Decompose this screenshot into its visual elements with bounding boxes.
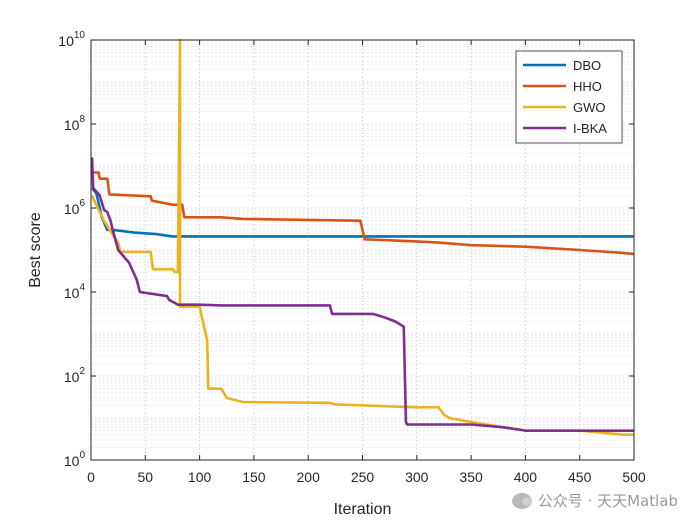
x-tick-label: 450 [568,469,592,485]
x-tick-label: 500 [622,469,646,485]
legend-label: I-BKA [573,121,607,136]
x-axis-label: Iteration [334,501,392,518]
x-tick-label: 350 [459,469,483,485]
y-tick-label: 104 [64,282,86,301]
series-line-hho [92,171,635,256]
axes: 0 50 100 150 200 250 300 350 400 450 500 100 102 104 1… [58,30,646,485]
wechat-icon [511,492,532,509]
watermark: 公众号 · 天天Matlab [511,490,678,511]
x-tick-label: 250 [351,469,375,485]
y-axis-label: Best score [27,212,44,288]
legend-label: GWO [573,100,606,115]
series-line-gwo [90,38,634,437]
x-tick-label: 200 [297,469,321,485]
y-tick-label: 102 [64,366,86,385]
legend: DBO HHO GWO I-BKA [515,50,623,144]
legend-label: DBO [573,58,601,73]
x-tick-label: 50 [138,469,154,485]
x-tick-label: 300 [405,469,429,485]
watermark-text: 公众号 · 天天Matlab [537,492,678,510]
y-tick-label: 106 [64,198,86,217]
x-tick-label: 150 [242,469,266,485]
x-tick-label: 100 [188,469,212,485]
series-line-i-bka [90,157,634,432]
y-tick-label: 108 [64,114,86,133]
series-group [90,38,635,437]
x-tick-label: 0 [87,469,95,485]
y-tick-label: 100 [64,450,86,469]
x-tick-label: 400 [514,469,538,485]
y-tick-label: 1010 [58,30,85,49]
legend-label: HHO [573,79,602,94]
